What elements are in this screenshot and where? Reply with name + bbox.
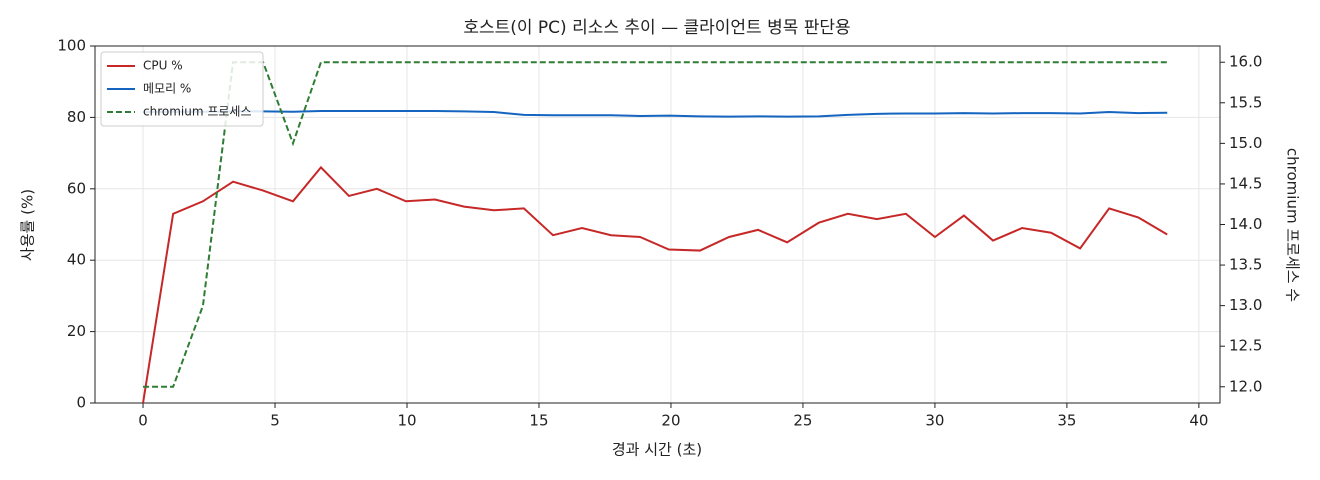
series-line [143, 61, 1168, 388]
y2-tick-label: 15.0 [1229, 134, 1262, 152]
x-tick-label: 40 [1189, 412, 1208, 430]
y2-tick-label: 15.5 [1229, 93, 1262, 111]
y-tick-label: 80 [67, 108, 86, 126]
y-tick-label: 100 [57, 37, 86, 55]
legend-box [100, 51, 264, 127]
y2-axis-label: chromium 프로세스 수 [1284, 148, 1302, 302]
legend-label: 메모리 % [143, 82, 191, 96]
x-tick-label: 5 [270, 412, 280, 430]
y-axis-label: 사용률 (%) [19, 189, 37, 261]
x-tick-label: 10 [397, 412, 416, 430]
series-line [142, 165, 1168, 404]
y2-tick-label: 16.0 [1229, 53, 1262, 71]
plot-frame [94, 45, 1221, 404]
x-tick-label: 30 [925, 412, 944, 430]
x-tick-label: 20 [661, 412, 680, 430]
y2-tick-label: 14.5 [1229, 174, 1262, 192]
y-tick-label: 0 [76, 394, 86, 412]
y2-tick-label: 14.0 [1229, 215, 1262, 233]
x-tick-label: 15 [529, 412, 548, 430]
x-tick-label: 25 [793, 412, 812, 430]
legend-label: chromium 프로세스 [143, 105, 252, 119]
y-tick-label: 60 [67, 179, 86, 197]
y2-tick-label: 12.5 [1229, 337, 1262, 355]
y2-tick-label: 12.0 [1229, 377, 1262, 395]
y-tick-label: 40 [67, 251, 86, 269]
chart-title: 호스트(이 PC) 리소스 추이 — 클라이언트 병목 판단용 [463, 18, 850, 38]
x-axis-label: 경과 시간 (초) [612, 441, 702, 459]
x-tick-label: 35 [1057, 412, 1076, 430]
y2-tick-label: 13.5 [1229, 256, 1262, 274]
legend-label: CPU % [143, 59, 183, 73]
y-tick-label: 20 [67, 322, 86, 340]
x-tick-label: 0 [138, 412, 148, 430]
series-line [143, 109, 1168, 118]
y2-tick-label: 13.0 [1229, 296, 1262, 314]
